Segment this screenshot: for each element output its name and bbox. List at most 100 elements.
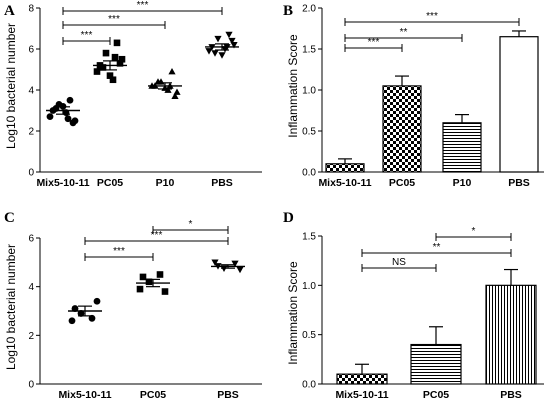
data-point xyxy=(88,314,96,322)
category-label: PC05 xyxy=(140,389,166,401)
data-point xyxy=(156,271,164,278)
data-point xyxy=(66,96,74,104)
significance-label: *** xyxy=(81,30,93,41)
significance-label: *** xyxy=(151,230,163,241)
data-point xyxy=(113,39,121,47)
significance-label: ** xyxy=(433,242,441,253)
panel-b: B Inflammation Score 0.0 0.5 1.0 1.5 2.0 Mix5… xyxy=(283,3,544,189)
data-point xyxy=(118,55,126,63)
significance-label: * xyxy=(189,219,193,230)
y-axis-title-b: Inflammation Score xyxy=(286,34,300,138)
data-point xyxy=(168,67,176,75)
category-label: Mix5-10-11 xyxy=(36,177,89,189)
y-tick-label: 0.0 xyxy=(302,168,316,179)
significance-label: *** xyxy=(113,246,125,257)
significance-label: *** xyxy=(426,11,438,22)
significance-label: *** xyxy=(108,14,120,25)
data-point xyxy=(145,278,153,286)
data-point xyxy=(46,113,54,121)
category-label: PBS xyxy=(211,177,233,189)
panel-d: D Inflammation Score 0.0 0.5 1.0 1.5 Mix5-10… xyxy=(283,210,544,401)
data-point xyxy=(225,31,233,39)
category-label: Mix5-10-11 xyxy=(335,389,388,401)
y-tick-label: 1.0 xyxy=(302,86,316,97)
data-point xyxy=(71,305,79,312)
category-label: Mix5-10-11 xyxy=(58,389,111,401)
y-tick-label: 0.0 xyxy=(302,380,316,391)
panel-letter-a: A xyxy=(4,3,15,19)
data-point xyxy=(211,259,219,266)
data-point xyxy=(69,119,77,127)
y-tick-label: 0.5 xyxy=(302,330,316,341)
significance-label: NS xyxy=(392,257,406,268)
y-tick-label: 4 xyxy=(28,86,34,97)
data-point xyxy=(64,115,72,123)
data-point xyxy=(77,310,85,317)
bar xyxy=(410,343,462,385)
data-point xyxy=(171,92,179,100)
bar xyxy=(382,85,422,173)
panel-letter-d: D xyxy=(283,210,294,226)
significance-label: ** xyxy=(400,27,408,38)
plot-a: 0 2 4 6 8 Mix5-10-11 PC05 P10 PBS *** *** *** xyxy=(28,0,262,189)
y-axis-title-d: Inflammation Score xyxy=(286,261,300,365)
bar xyxy=(499,36,539,173)
category-label: PC05 xyxy=(97,177,123,189)
data-point xyxy=(164,86,172,93)
panel-letter-c: C xyxy=(4,210,15,226)
panel-letter-b: B xyxy=(283,3,293,19)
bar xyxy=(336,373,388,385)
bar xyxy=(325,163,365,173)
data-point xyxy=(109,76,117,84)
data-point xyxy=(161,288,169,295)
data-point xyxy=(205,48,213,55)
y-tick-label: 4 xyxy=(28,282,34,293)
data-point xyxy=(93,297,101,305)
y-tick-label: 0.5 xyxy=(302,127,316,138)
data-point xyxy=(111,53,119,61)
y-axis-title-a: Log10 bacterial number xyxy=(4,23,18,149)
data-point xyxy=(116,60,124,67)
data-point xyxy=(99,64,107,71)
category-label: PBS xyxy=(508,177,530,189)
category-label: PBS xyxy=(217,389,239,401)
data-point xyxy=(106,72,114,79)
data-point xyxy=(231,260,239,268)
category-label: PC05 xyxy=(423,389,449,401)
data-point xyxy=(139,273,147,281)
y-tick-label: 6 xyxy=(28,234,34,245)
data-point xyxy=(68,317,76,325)
y-tick-label: 1.5 xyxy=(302,232,316,243)
category-label: Mix5-10-11 xyxy=(318,177,371,189)
y-tick-label: 2.0 xyxy=(302,4,316,15)
data-point xyxy=(102,49,110,57)
y-axis-title-c: Log10 bacterial number xyxy=(4,244,18,370)
y-tick-label: 2 xyxy=(28,127,34,138)
significance-label: *** xyxy=(137,0,149,11)
significance-label: * xyxy=(472,226,476,237)
data-point xyxy=(218,52,226,59)
bar xyxy=(485,284,537,385)
y-tick-label: 8 xyxy=(28,4,34,15)
category-label: PBS xyxy=(500,389,522,401)
y-tick-label: 0 xyxy=(28,380,34,391)
data-point xyxy=(236,266,244,274)
category-label: PC05 xyxy=(389,177,415,189)
significance-label: *** xyxy=(368,37,380,48)
data-point xyxy=(228,37,236,45)
data-point xyxy=(214,35,222,43)
y-tick-label: 2 xyxy=(28,331,34,342)
data-point xyxy=(93,68,101,75)
y-tick-label: 1.5 xyxy=(302,45,316,56)
data-point xyxy=(136,285,144,293)
category-label: P10 xyxy=(453,177,472,189)
panel-c: C Log10 bacterial number 0 2 4 6 Mix5-10-11 P… xyxy=(4,210,262,401)
data-point xyxy=(211,50,219,57)
y-tick-label: 1.0 xyxy=(302,281,316,292)
bar xyxy=(442,122,482,173)
category-label: P10 xyxy=(156,177,175,189)
